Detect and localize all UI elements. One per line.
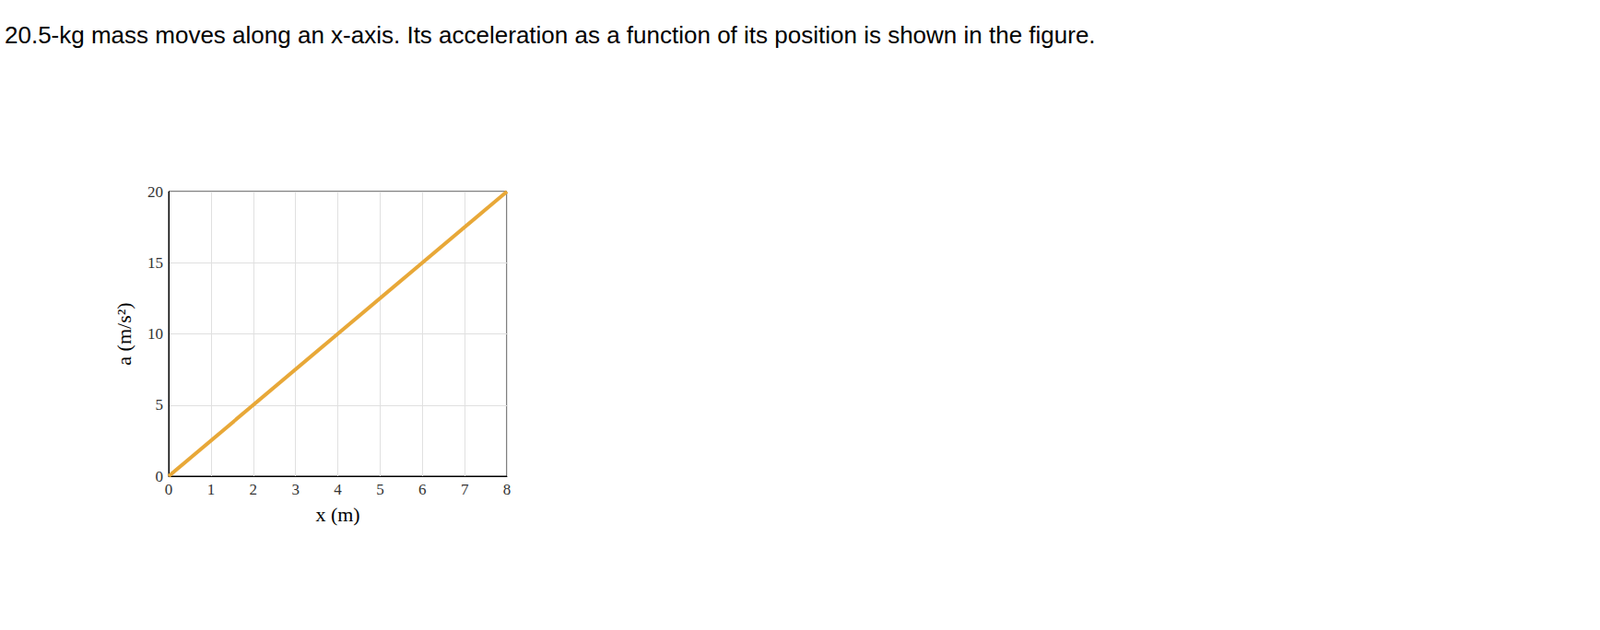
svg-text:a (m/s²): a (m/s²)	[112, 302, 136, 365]
svg-text:6: 6	[418, 481, 427, 499]
svg-text:20: 20	[147, 183, 164, 201]
svg-text:8: 8	[503, 481, 512, 499]
svg-text:1: 1	[207, 481, 216, 499]
svg-text:4: 4	[333, 481, 342, 499]
svg-text:5: 5	[155, 396, 165, 414]
svg-text:5: 5	[376, 481, 385, 499]
svg-text:0: 0	[155, 468, 165, 486]
svg-text:2: 2	[249, 481, 259, 499]
svg-text:3: 3	[291, 481, 300, 499]
svg-text:15: 15	[147, 254, 164, 272]
svg-text:20.5-kg mass moves along an x-: 20.5-kg mass moves along an x-axis. Its …	[4, 21, 1096, 49]
svg-text:7: 7	[460, 481, 470, 499]
svg-text:0: 0	[164, 481, 174, 499]
svg-text:10: 10	[147, 325, 164, 343]
svg-text:x (m): x (m)	[315, 503, 360, 527]
